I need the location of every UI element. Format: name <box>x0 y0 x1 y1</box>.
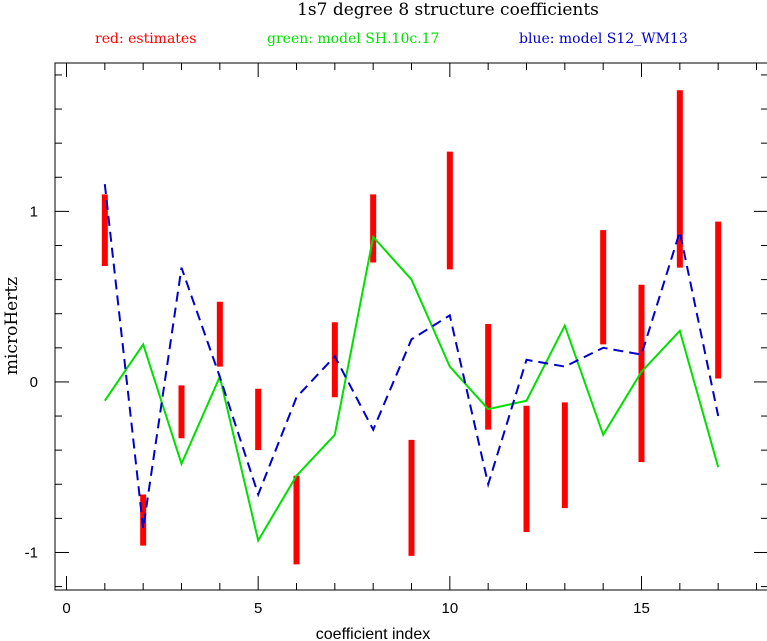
tick-labels: 0 5 10 15 -1 0 1 <box>25 203 650 617</box>
x-tick-label: 10 <box>441 600 458 617</box>
y-tick-label: -1 <box>25 544 38 561</box>
y-axis-label: microHertz <box>2 277 22 375</box>
legend-estimates: red: estimates <box>95 31 196 47</box>
x-axis-label: coefficient index <box>316 626 430 641</box>
y-tick-label: 0 <box>30 374 38 391</box>
data-marks <box>101 90 722 565</box>
x-tick-label: 5 <box>254 600 262 617</box>
chart-title: 1s7 degree 8 structure coefficients <box>297 0 599 20</box>
x-tick-label: 15 <box>633 600 650 617</box>
y-tick-label: 1 <box>30 203 38 220</box>
legend-model-s12: blue: model S12_WM13 <box>519 31 688 47</box>
legend-model-sh: green: model SH.10c.17 <box>267 31 439 47</box>
x-tick-label: 0 <box>62 600 70 617</box>
series-line-model-sh <box>103 234 720 544</box>
series-line-model-s12 <box>103 183 720 529</box>
